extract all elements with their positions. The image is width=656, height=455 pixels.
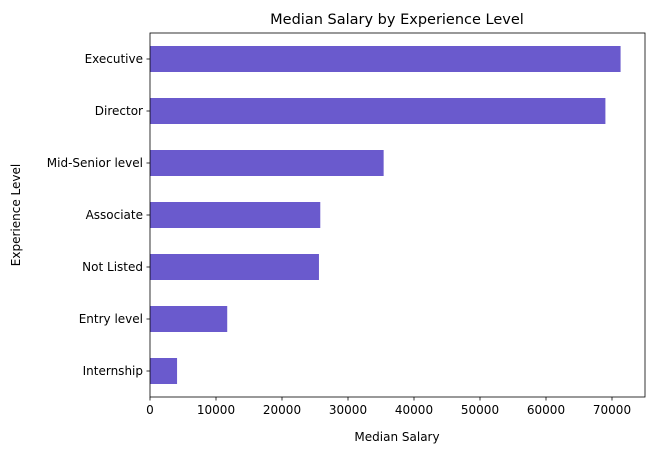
x-tick-label: 70000 (593, 403, 631, 417)
bar-internship (150, 358, 178, 384)
y-tick-label: Associate (86, 208, 143, 222)
y-tick-label: Not Listed (82, 260, 143, 274)
bar-executive (150, 46, 621, 72)
x-axis-title: Median Salary (354, 430, 439, 444)
x-tick-label: 50000 (461, 403, 499, 417)
bar-mid-senior-level (150, 150, 384, 176)
x-tick-label: 20000 (263, 403, 301, 417)
y-tick-label: Director (95, 104, 143, 118)
y-tick-label: Executive (85, 52, 143, 66)
bar-entry-level (150, 306, 228, 332)
x-tick-label: 0 (146, 403, 154, 417)
y-axis-ticks: Executive Director Mid-Senior level Associa… (47, 52, 150, 378)
y-tick-label: Internship (83, 364, 143, 378)
bar-not-listed (150, 254, 319, 280)
bar-associate (150, 202, 321, 228)
x-tick-label: 60000 (527, 403, 565, 417)
x-tick-label: 10000 (197, 403, 235, 417)
y-tick-label: Entry level (79, 312, 143, 326)
plot-frame (149, 32, 646, 398)
bar-director (150, 98, 606, 124)
y-tick-label: Mid-Senior level (47, 156, 143, 170)
x-axis-ticks: 0 10000 20000 30000 40000 50000 60000 70000 (146, 397, 631, 417)
x-tick-label: 40000 (395, 403, 433, 417)
y-axis-title: Experience Level (9, 164, 23, 266)
x-tick-label: 30000 (329, 403, 367, 417)
bars-group (150, 46, 621, 384)
chart-title: Median Salary by Experience Level (270, 12, 524, 28)
